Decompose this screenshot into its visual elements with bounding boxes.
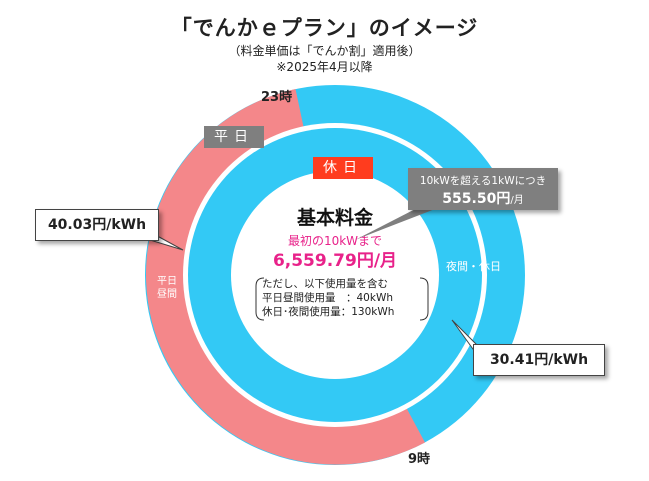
conditions-text: ただし、以下使用量を含む 平日昼間使用量 ：40kWh 休日･夜間使用量：130…	[262, 277, 422, 319]
weekday-tag: 平日	[204, 126, 264, 148]
conditions-line: 休日･夜間使用量：130kWh	[262, 306, 395, 318]
basic-fee-price: 6,559.79円/月	[272, 251, 398, 271]
conditions-line: ただし、以下使用量を含む	[262, 278, 388, 290]
subtitle-date-note: ※2025年4月以降	[276, 60, 373, 74]
extra-rate-callout-tail	[355, 204, 448, 240]
time-label-23: 23時	[261, 90, 293, 105]
extra-rate-bubble: 10kWを超える1kWにつき 555.50円/月	[408, 168, 558, 210]
extra-rate-label: 10kWを超える1kWにつき	[419, 175, 547, 187]
extra-rate-value: 555.50円/月	[442, 191, 524, 207]
weekday-daytime-label: 平日 昼間	[157, 276, 177, 300]
night-holiday-label: 夜間・休日	[446, 260, 501, 273]
subtitle-discount-note: （料金単価は「でんか割」適用後）	[228, 44, 421, 58]
conditions-line: 平日昼間使用量 ：40kWh	[262, 292, 393, 304]
daytime-rate-box: 40.03円/kWh	[35, 209, 159, 241]
time-label-9: 9時	[408, 452, 431, 467]
basic-fee-note: 最初の10kWまで	[287, 234, 383, 248]
center-disc	[231, 171, 439, 379]
basic-fee-title: 基本料金	[296, 207, 373, 229]
holiday-tag: 休日	[313, 157, 373, 179]
page-title: 「でんかｅプラン」のイメージ	[170, 16, 479, 40]
night-rate-box: 30.41円/kWh	[473, 344, 605, 376]
conditions-bracket	[255, 277, 429, 321]
